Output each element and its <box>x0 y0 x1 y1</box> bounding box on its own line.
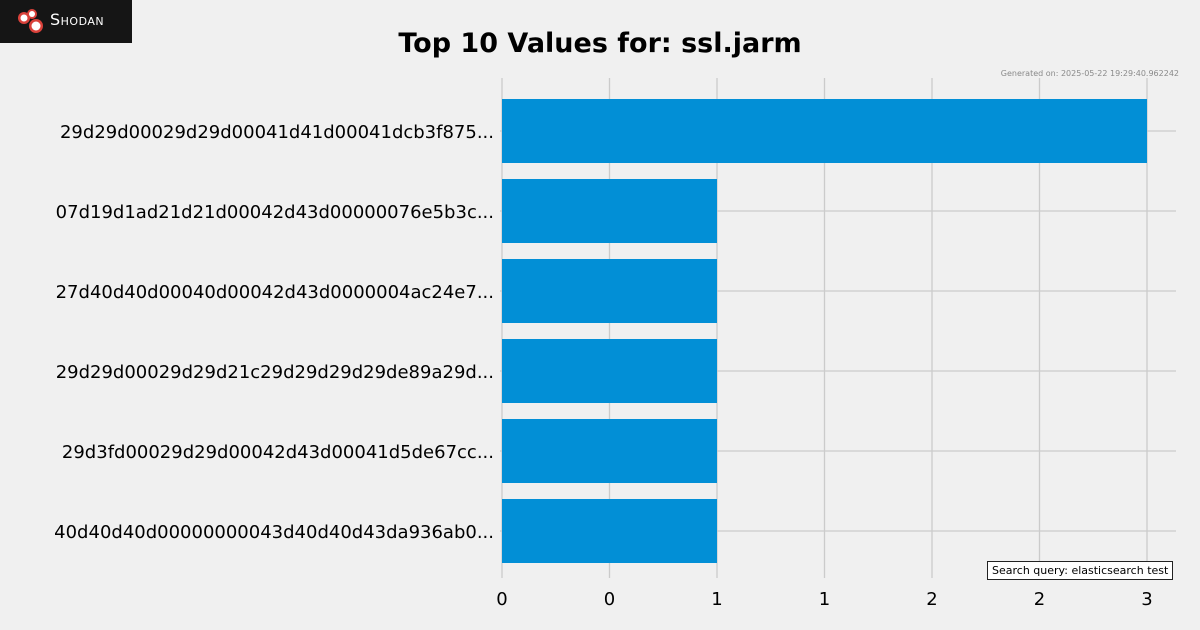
category-label: 27d40d40d00040d00042d43d0000004ac24e7... <box>56 282 494 303</box>
bar <box>502 419 717 483</box>
bar <box>502 179 717 243</box>
bar <box>502 259 717 323</box>
x-tick-label: 2 <box>1034 589 1045 610</box>
category-label: 07d19d1ad21d21d00042d43d00000076e5b3c... <box>56 202 494 223</box>
x-tick-label: 2 <box>926 589 937 610</box>
bar <box>502 499 717 563</box>
chart-title: Top 10 Values for: ssl.jarm <box>398 28 802 59</box>
category-label: 29d29d00029d29d00041d41d00041dcb3f875... <box>60 122 494 143</box>
bar <box>502 339 717 403</box>
x-tick-label: 3 <box>1141 589 1152 610</box>
x-tick-label: 0 <box>496 589 507 610</box>
category-label: 29d29d00029d29d21c29d29d29d29de89a29d... <box>56 362 494 383</box>
shodan-logo-icon <box>18 9 43 33</box>
category-label: 40d40d40d00000000043d40d40d43da936ab0... <box>54 522 494 543</box>
shodan-logo: Shodan <box>0 0 132 43</box>
category-label: 29d3fd00029d29d00042d43d00041d5de67cc... <box>62 442 494 463</box>
x-tick-label: 1 <box>819 589 830 610</box>
generated-timestamp: Generated on: 2025-05-22 19:29:40.962242 <box>1000 69 1179 78</box>
x-tick-label: 0 <box>604 589 615 610</box>
bar <box>502 99 1147 163</box>
search-query-box: Search query: elasticsearch test <box>987 561 1174 580</box>
x-tick-label: 1 <box>711 589 722 610</box>
logo-text: Shodan <box>50 10 105 29</box>
